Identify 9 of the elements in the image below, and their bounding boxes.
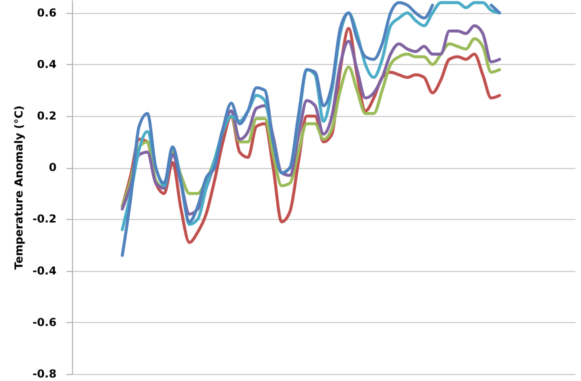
- y-tick-label: 0.2: [37, 110, 56, 123]
- y-tick-label: -0.2: [32, 212, 56, 226]
- y-tick-label: 0: [48, 161, 57, 174]
- y-tick-label: -0.4: [32, 264, 57, 278]
- y-tick-label: 0.6: [37, 6, 57, 20]
- y-tick-label: 0.4: [37, 58, 57, 71]
- y-tick-label: -0.8: [32, 368, 56, 380]
- y-tick-label: -0.6: [32, 316, 57, 329]
- y-axis-title: Temperature Anomaly (°C): [12, 105, 26, 270]
